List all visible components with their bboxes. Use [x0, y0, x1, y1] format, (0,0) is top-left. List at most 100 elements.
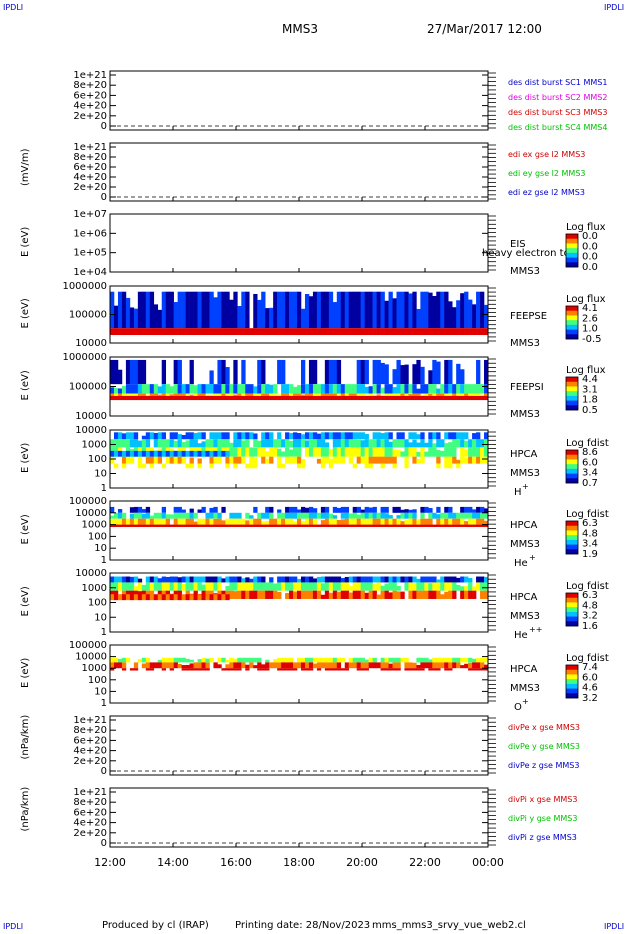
heatmap-cell — [484, 590, 489, 599]
heatmap-cell — [161, 384, 167, 394]
heatmap-cell — [165, 456, 170, 464]
heatmap-cell — [233, 456, 238, 464]
heatmap-cell — [117, 388, 123, 394]
heatmap-cell — [225, 518, 230, 525]
heatmap-cell — [464, 576, 469, 583]
heatmap-cell — [157, 328, 163, 336]
heatmap-cell — [348, 513, 354, 519]
heatmap-cell — [428, 524, 433, 527]
heatmap-cell — [201, 384, 206, 394]
heatmap-cell — [440, 657, 445, 663]
heatmap-cell — [121, 594, 127, 601]
heatmap-cell — [133, 668, 139, 671]
heatmap-cell — [233, 518, 238, 525]
y-tick-label: 8e+20 — [73, 80, 107, 91]
species-charge-label: + — [529, 553, 536, 562]
heatmap-cell — [480, 328, 485, 336]
heatmap-cell — [141, 657, 147, 663]
heatmap-cell — [145, 395, 151, 401]
heatmap-cell — [468, 439, 473, 448]
heatmap-cell — [273, 524, 278, 527]
heatmap-cell — [300, 576, 306, 583]
heatmap-cell — [316, 394, 322, 396]
heatmap-cell — [237, 512, 242, 519]
heatmap-cell — [400, 395, 405, 401]
y-tick-label: 1e+21 — [73, 715, 107, 726]
heatmap-cell — [420, 439, 425, 448]
heatmap-cell — [320, 520, 326, 525]
heatmap-cell — [229, 576, 234, 583]
heatmap-cell — [145, 582, 151, 591]
heatmap-cell — [213, 518, 218, 525]
heatmap-cell — [468, 395, 473, 401]
heatmap-cell — [221, 506, 226, 513]
heatmap-cell — [348, 524, 354, 527]
y-tick-label: 0 — [101, 121, 107, 132]
heatmap-cell — [209, 394, 214, 396]
heatmap-cell — [368, 456, 373, 464]
heatmap-cell — [468, 524, 473, 527]
heatmap-cell — [117, 518, 123, 525]
heatmap-cell — [213, 297, 218, 329]
heatmap-cell — [376, 456, 381, 464]
heatmap-cell — [320, 576, 326, 583]
heatmap-cell — [129, 668, 135, 671]
heatmap-cell — [217, 456, 222, 464]
heatmap-cell — [281, 384, 286, 394]
heatmap-cell — [432, 328, 437, 336]
colorbar-segment — [566, 377, 578, 380]
heatmap-cell — [348, 586, 354, 591]
heatmap-cell — [165, 328, 170, 336]
heatmap-cell — [221, 450, 226, 457]
heatmap-cell — [213, 328, 218, 336]
heatmap-cell — [245, 524, 250, 527]
heatmap-cell — [145, 384, 151, 394]
heatmap-cell — [157, 456, 163, 464]
heatmap-cell — [245, 577, 250, 583]
y-axis-label: (mV/m) — [20, 148, 31, 186]
heatmap-cell — [364, 512, 369, 519]
heatmap-cell — [269, 506, 274, 513]
heatmap-cell — [424, 657, 429, 663]
heatmap-cell — [456, 384, 461, 394]
heatmap-cell — [480, 456, 485, 464]
heatmap-cell — [241, 518, 246, 525]
heatmap-cell — [281, 576, 286, 583]
heatmap-cell — [480, 590, 485, 599]
y-tick-label: 2e+20 — [73, 756, 107, 767]
heatmap-cell — [400, 657, 405, 663]
heatmap-cell — [388, 393, 393, 396]
heatmap-cell — [189, 594, 194, 601]
heatmap-cell — [320, 456, 326, 464]
heatmap-cell — [269, 447, 274, 457]
heatmap-cell — [416, 578, 421, 583]
species-label: O — [514, 702, 522, 713]
heatmap-cell — [173, 328, 178, 336]
heatmap-cell — [480, 576, 485, 583]
heatmap-cell — [360, 582, 365, 591]
colorbar-segment — [566, 623, 578, 627]
heatmap-cell — [380, 362, 385, 385]
heatmap-cell — [372, 506, 377, 513]
heatmap-cell — [312, 578, 318, 583]
heatmap-cell — [173, 456, 178, 464]
heatmap-cell — [312, 512, 318, 519]
heatmap-cell — [368, 662, 373, 669]
heatmap-cell — [221, 359, 226, 385]
spacecraft-label: MMS3 — [510, 409, 540, 420]
heatmap-cell — [472, 395, 477, 401]
heatmap-cell — [129, 518, 135, 525]
heatmap-cell — [121, 524, 127, 527]
heatmap-cell — [452, 307, 457, 329]
y-axis-label: (nPa/km) — [20, 715, 31, 760]
heatmap-cell — [312, 663, 318, 669]
heatmap-cell — [197, 384, 202, 394]
instrument-label: HPCA — [510, 664, 538, 675]
heatmap-cell — [300, 657, 306, 663]
heatmap-cell — [193, 662, 198, 669]
heatmap-cell — [424, 582, 429, 591]
heatmap-cell — [221, 578, 226, 583]
heatmap-cell — [392, 369, 397, 385]
heatmap-cell — [165, 439, 170, 448]
